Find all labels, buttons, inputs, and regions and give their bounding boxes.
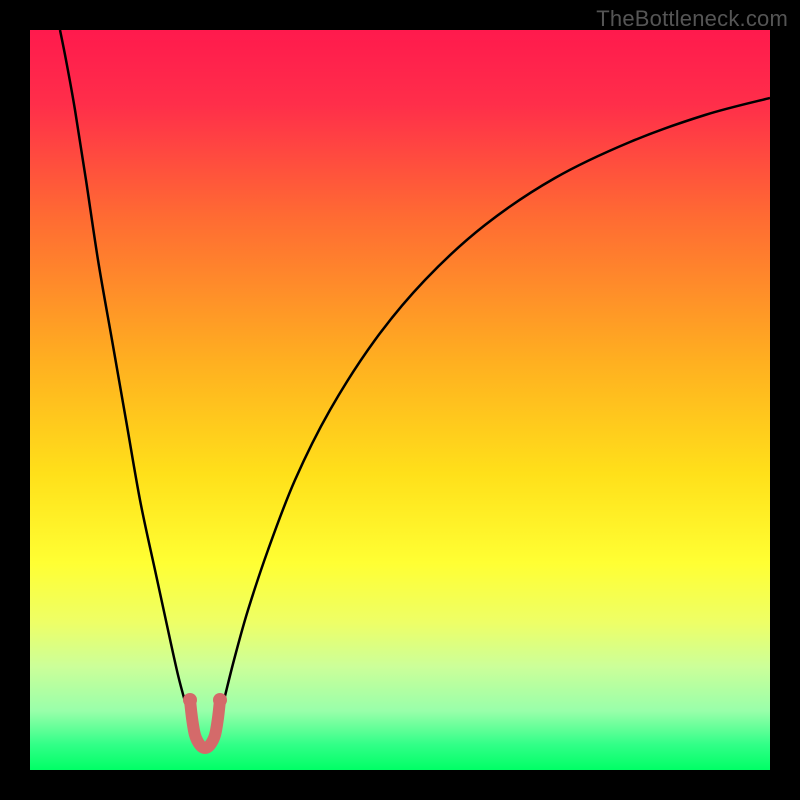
valley-dot xyxy=(213,693,227,707)
chart-svg xyxy=(0,0,800,800)
chart-frame: TheBottleneck.com xyxy=(0,0,800,800)
valley-dot xyxy=(183,693,197,707)
watermark-text: TheBottleneck.com xyxy=(596,6,788,32)
gradient-panel xyxy=(30,30,770,770)
